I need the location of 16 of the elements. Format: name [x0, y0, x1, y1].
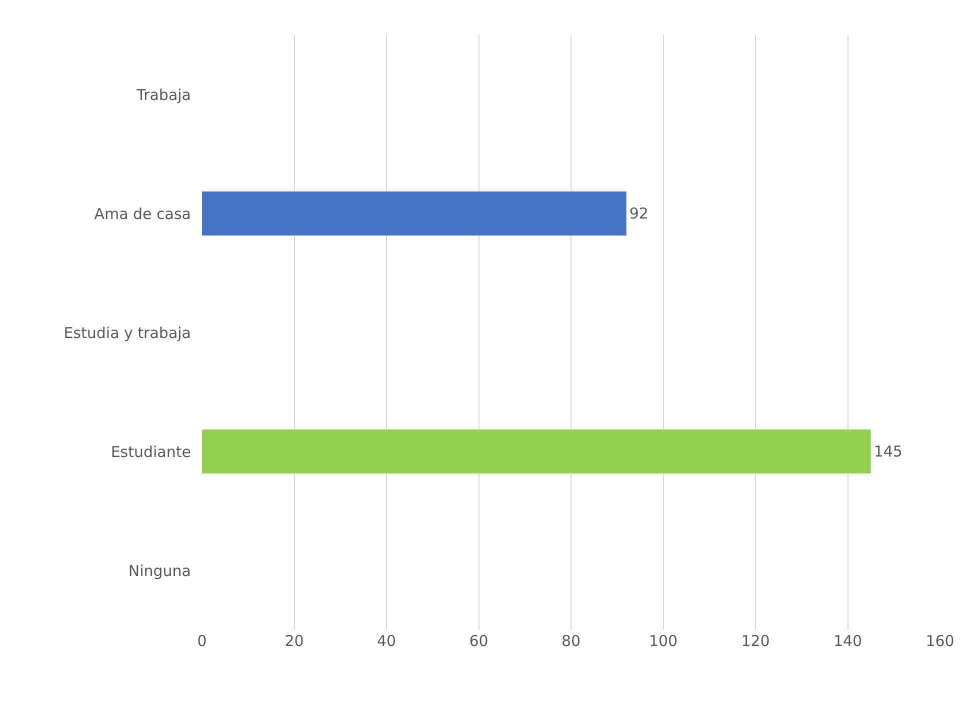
y-tick-label: Ninguna — [128, 562, 191, 580]
y-tick-label: Trabaja — [136, 86, 191, 104]
x-tick-label: 20 — [284, 632, 304, 650]
x-tick-label: 120 — [741, 632, 770, 650]
x-tick-label: 40 — [376, 632, 396, 650]
data-label: 145 — [874, 442, 902, 461]
x-tick-label: 0 — [197, 632, 207, 650]
y-tick-label: Estudiante — [110, 442, 191, 461]
x-tick-label: 140 — [833, 632, 862, 650]
x-tick-label: 160 — [926, 632, 954, 650]
x-tick-label: 80 — [561, 632, 581, 650]
x-tick-label: 60 — [469, 632, 488, 650]
y-tick-label: Estudia y trabaja — [64, 324, 191, 342]
x-tick-label: 100 — [648, 632, 678, 650]
data-label: 92 — [629, 204, 648, 223]
y-tick-label: Ama de casa — [94, 204, 191, 223]
